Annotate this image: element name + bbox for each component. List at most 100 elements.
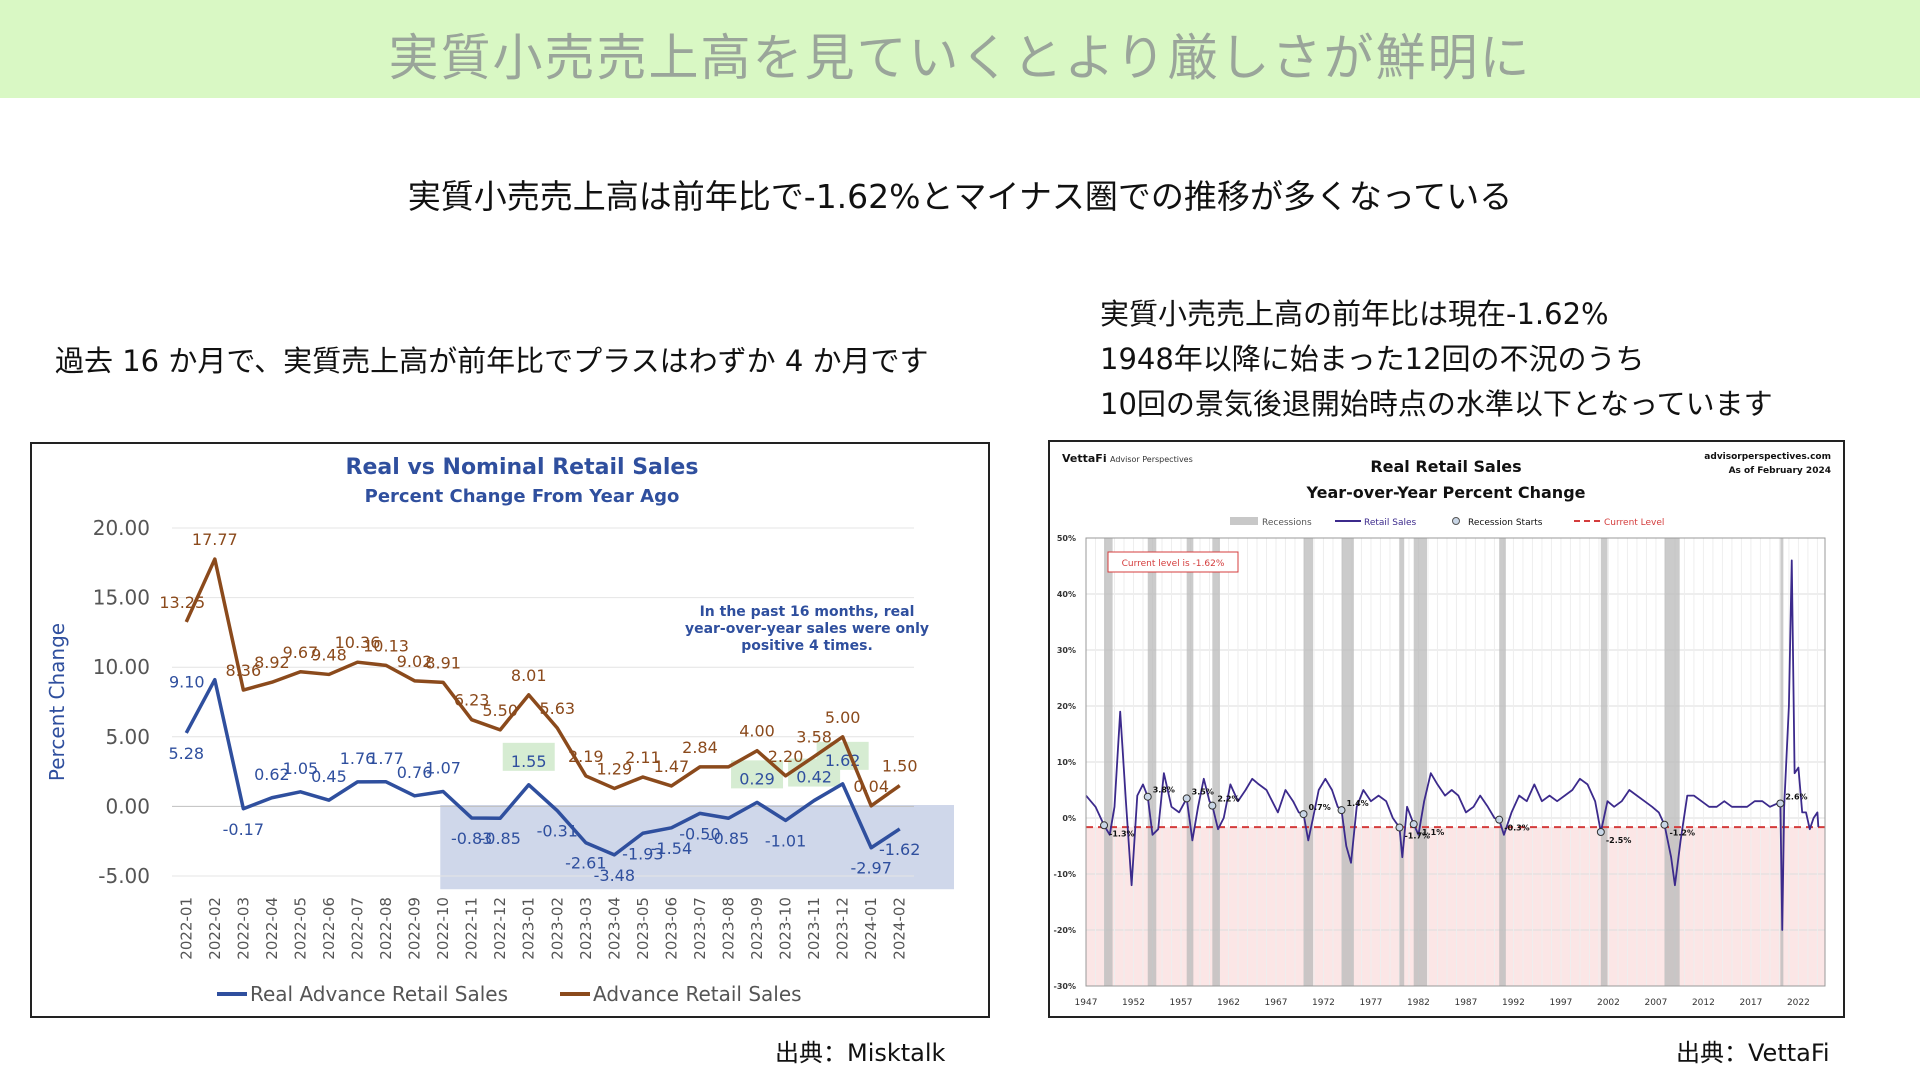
recession-bar	[1499, 538, 1506, 986]
data-label: 4.00	[739, 722, 775, 741]
data-label: 13.25	[159, 593, 205, 612]
annotation-text: year-over-year sales were only	[685, 621, 929, 637]
data-label: 5.50	[482, 701, 518, 720]
chart-title: Real Retail Sales	[1370, 457, 1521, 476]
nominal-vs-real-chart-panel: Real vs Nominal Retail Sales Percent Chan…	[30, 442, 990, 1018]
page-title: 実質小売売上高を見ていくとより厳しさが鮮明に	[388, 29, 1532, 87]
data-label: 9.67	[283, 643, 319, 662]
recession-start-label: 3.8%	[1153, 786, 1175, 795]
x-tick-label: 2022-08	[377, 897, 395, 960]
y-tick-label: -20%	[1054, 926, 1076, 935]
legend-swatch-starts	[1452, 517, 1460, 525]
recession-start-marker	[1100, 821, 1109, 830]
y-tick-label: 30%	[1057, 646, 1076, 655]
right-caption-line-2: 1948年以降に始まった12回の不況のうち	[1100, 342, 1645, 376]
x-tick-label: 2024-02	[891, 897, 909, 960]
recession-start-label: 2.2%	[1217, 795, 1239, 804]
retail-sales-line	[1085, 559, 1820, 931]
recession-start-marker	[1337, 806, 1346, 815]
x-tick-label: 2024-01	[862, 897, 880, 960]
page-subtitle: 実質小売売上高は前年比で-1.62%とマイナス圏での推移が多くなっている	[407, 177, 1513, 216]
recession-bar	[1147, 538, 1157, 986]
data-label: 10.13	[363, 636, 409, 655]
asof-label: As of February 2024	[1729, 466, 1831, 476]
data-label: 0.42	[796, 768, 832, 787]
chart-title: Real vs Nominal Retail Sales	[346, 455, 699, 480]
recession-bar	[1303, 538, 1314, 986]
annotation-text: In the past 16 months, real	[700, 604, 915, 620]
x-tick-label: 1952	[1122, 998, 1145, 1008]
data-label: 6.23	[454, 691, 490, 710]
highlight-region	[440, 805, 954, 890]
positive-highlight-box	[816, 741, 869, 770]
recession-start-label: -1.7%	[1404, 832, 1430, 841]
current-level-box	[1107, 551, 1239, 573]
x-tick-label: 1972	[1312, 998, 1335, 1008]
data-label: -3.48	[594, 866, 635, 885]
x-tick-label: 1987	[1454, 998, 1477, 1008]
recession-start-label: 2.6%	[1785, 792, 1807, 801]
legend-label-starts: Recession Starts	[1468, 518, 1543, 528]
recession-start-marker	[1596, 828, 1605, 836]
x-tick-label: 2022-09	[406, 897, 424, 960]
x-tick-label: 2023-08	[720, 897, 738, 960]
recession-bar	[1413, 538, 1428, 986]
y-tick-label: 0.00	[105, 794, 150, 818]
recession-bar	[1341, 538, 1354, 986]
data-label: 1.76	[340, 749, 376, 768]
data-label: 1.05	[283, 759, 319, 778]
x-tick-label: 1947	[1075, 998, 1098, 1008]
data-label: -1.54	[651, 839, 692, 858]
recession-start-label: 0.7%	[1309, 803, 1331, 812]
x-tick-label: 2023-04	[605, 897, 623, 960]
recession-start-marker	[1182, 794, 1191, 803]
recession-start-label: 3.5%	[1192, 787, 1214, 796]
x-tick-label: 2023-07	[691, 897, 709, 960]
right-caption-line-1: 実質小売売上高の前年比は現在-1.62%	[1100, 297, 1609, 331]
data-label: 5.28	[168, 744, 204, 763]
x-tick-label: 2022-11	[463, 897, 481, 960]
data-label: 2.84	[682, 738, 718, 757]
x-tick-label: 2022	[1787, 998, 1810, 1008]
x-tick-label: 1957	[1170, 998, 1193, 1008]
x-tick-label: 2023-10	[777, 897, 795, 960]
brand-logo: VettaFi	[1062, 452, 1107, 465]
x-tick-label: 2022-04	[263, 897, 281, 960]
data-label: 1.29	[597, 759, 633, 778]
x-tick-label: 2023-09	[748, 897, 766, 960]
right-caption: 実質小売売上高の前年比は現在-1.62% 1948年以降に始まった12回の不況の…	[1100, 292, 1773, 427]
current-level-label: Current level is -1.62%	[1122, 559, 1225, 569]
recession-start-marker	[1409, 820, 1418, 829]
site-label: advisorperspectives.com	[1704, 452, 1831, 462]
title-banner: 実質小売売上高を見ていくとより厳しさが鮮明に	[0, 0, 1920, 98]
below-current-region	[1086, 827, 1825, 986]
y-tick-label: 40%	[1057, 590, 1076, 599]
right-caption-line-3: 10回の景気後退開始時点の水準以下となっています	[1100, 387, 1773, 421]
data-label: 9.10	[169, 673, 205, 692]
x-tick-label: 2023-05	[634, 897, 652, 960]
data-label: 0.04	[853, 777, 889, 796]
y-tick-label: -30%	[1054, 982, 1076, 991]
legend-label-retail: Retail Sales	[1364, 518, 1417, 528]
recession-start-marker	[1395, 823, 1404, 832]
data-label: -0.31	[537, 822, 578, 841]
data-label: -2.97	[850, 859, 891, 878]
y-tick-label: -10%	[1054, 870, 1076, 879]
data-label: 3.58	[796, 728, 832, 747]
recession-bar	[1780, 538, 1784, 986]
x-tick-label: 2017	[1739, 998, 1762, 1008]
recession-bar	[1399, 538, 1405, 986]
data-label: 2.19	[568, 747, 604, 766]
data-label: 17.77	[192, 530, 238, 549]
data-label: -0.50	[679, 824, 720, 843]
x-tick-label: 1967	[1265, 998, 1288, 1008]
x-tick-label: 1982	[1407, 998, 1430, 1008]
data-label: 1.47	[654, 757, 690, 776]
nominal-vs-real-chart: Real vs Nominal Retail Sales Percent Chan…	[45, 455, 954, 1006]
x-tick-label: 2022-06	[320, 897, 338, 960]
data-label: 10.36	[335, 633, 381, 652]
recession-start-label: -2.5%	[1606, 836, 1632, 845]
chart-subtitle: Percent Change From Year Ago	[365, 486, 680, 507]
positive-highlight-box	[502, 742, 555, 771]
x-tick-label: 1992	[1502, 998, 1525, 1008]
